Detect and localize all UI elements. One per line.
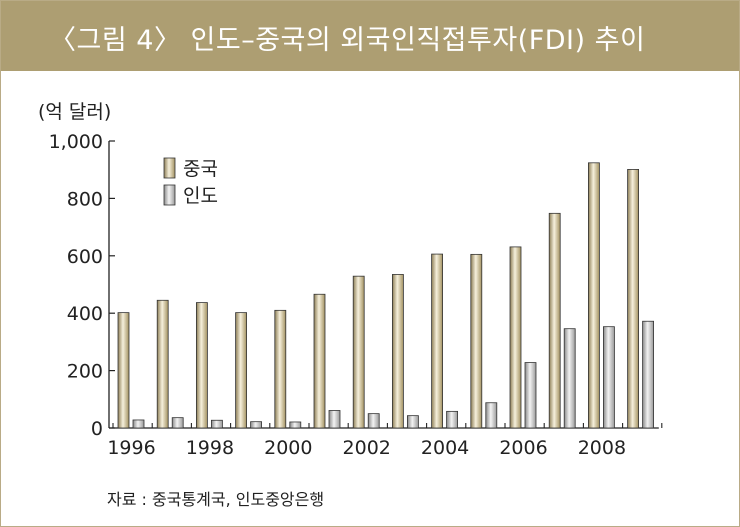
x-tick-label: 2002 (343, 437, 391, 459)
x-tick-label: 2000 (264, 437, 312, 459)
bar-india (289, 421, 302, 429)
bar-china (235, 312, 248, 429)
x-tick-label: 1998 (186, 437, 234, 459)
bar-china (588, 162, 600, 429)
bar-india (485, 402, 498, 429)
bar-china (313, 293, 326, 429)
x-tick-label: 2008 (578, 437, 626, 459)
legend-label: 인도 (183, 185, 218, 207)
bar-india (171, 417, 184, 429)
bar-china (117, 312, 130, 429)
bar-india (603, 326, 615, 429)
unit-label: (억 달러) (38, 101, 112, 123)
bar-india (406, 415, 419, 429)
bar-india (132, 419, 145, 429)
bar-india (524, 362, 537, 429)
y-tick-label: 400 (67, 303, 103, 325)
legend-label: 중국 (183, 158, 218, 180)
bar-india (367, 413, 380, 429)
y-tick-label: 1,000 (49, 131, 103, 153)
y-tick-label: 800 (67, 188, 103, 210)
chart-axes: 0 200 400 600 800 1,000 1996 1998 2000 2002 2004 20… (49, 131, 663, 459)
bar-china (274, 309, 287, 429)
bar-china (470, 253, 483, 429)
y-tick-label: 200 (67, 361, 103, 383)
legend-swatch (163, 184, 176, 206)
figure-header: 〈그림 4〉 인도–중국의 외국인직접투자(FDI) 추이 (1, 1, 739, 71)
legend-swatch (163, 157, 176, 179)
bar-india (446, 410, 459, 429)
chart-bars (117, 162, 654, 429)
bar-china (548, 212, 561, 429)
bar-india (328, 410, 341, 429)
bar-china (431, 253, 444, 429)
bar-china (627, 169, 639, 429)
y-tick-label: 0 (91, 418, 103, 440)
x-tick-label: 2006 (499, 437, 547, 459)
bar-china (352, 275, 365, 429)
source-note: 자료 : 중국통계국, 인도중앙은행 (107, 490, 325, 509)
figure-title: 〈그림 4〉 인도–중국의 외국인직접투자(FDI) 추이 (49, 25, 646, 56)
bar-india (563, 328, 576, 429)
bar-chart: 0 200 400 600 800 1,000 1996 1998 2000 2002 2004 20… (49, 131, 663, 459)
y-tick-label: 600 (67, 246, 103, 268)
x-tick-label: 2004 (421, 437, 469, 459)
bar-india (642, 320, 654, 429)
bar-china (391, 274, 404, 429)
bar-india (250, 421, 263, 429)
x-tick-label: 1996 (107, 437, 155, 459)
bar-china (195, 302, 208, 429)
bar-china (509, 246, 522, 429)
bar-china (156, 299, 169, 429)
bar-india (210, 419, 223, 429)
